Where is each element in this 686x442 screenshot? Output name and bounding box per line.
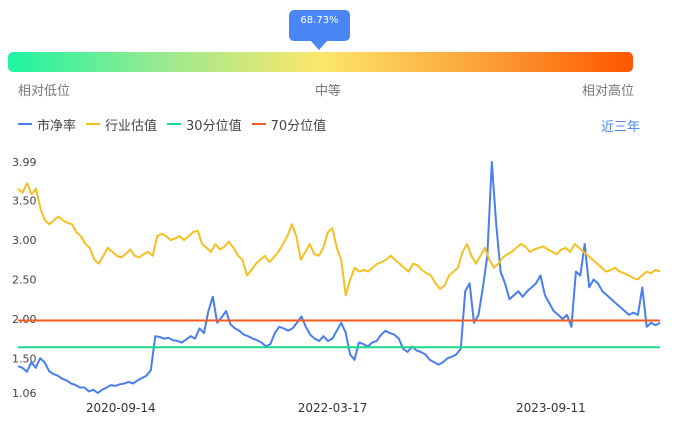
x-tick-label: 2023-09-11 bbox=[516, 401, 586, 415]
y-tick-label: 2.00 bbox=[12, 313, 37, 326]
legend-item-p70[interactable]: 70分位值 bbox=[251, 115, 327, 134]
x-tick-label: 2022-03-17 bbox=[298, 401, 368, 415]
y-tick-label: 2.50 bbox=[12, 273, 37, 286]
y-tick-label: 3.00 bbox=[12, 234, 37, 247]
legend-label-p30: 30分位值 bbox=[186, 118, 242, 134]
legend-label-p70: 70分位值 bbox=[270, 118, 327, 134]
legend-swatch-p70 bbox=[251, 123, 266, 125]
y-tick-label: 3.50 bbox=[12, 195, 37, 208]
percentile-bubble: 68.73% bbox=[289, 10, 350, 50]
legend-swatch-p30 bbox=[167, 123, 182, 125]
legend-item-pb[interactable]: 市净率 bbox=[18, 115, 76, 134]
scale-mid-label: 中等 bbox=[315, 84, 342, 99]
scale-high-label: 相对高位 bbox=[582, 84, 635, 99]
legend-label-industry: 行业估值 bbox=[105, 118, 158, 134]
percentile-gradient-bar bbox=[8, 52, 633, 72]
legend-swatch-pb bbox=[18, 123, 32, 125]
legend-swatch-industry bbox=[86, 123, 101, 125]
series-line-0 bbox=[17, 161, 661, 394]
percentile-label: 68.73% bbox=[300, 15, 339, 26]
legend-item-p30[interactable]: 30分位值 bbox=[167, 115, 242, 134]
valuation-gauge: 68.73% 相对低位 中等 相对高位 bbox=[0, 0, 686, 100]
legend-label-pb: 市净率 bbox=[37, 118, 77, 134]
chart-legend: 市净率 行业估值 30分位值 70分位值 bbox=[18, 114, 336, 134]
y-tick-label: 3.99 bbox=[12, 156, 37, 169]
scale-low-label: 相对低位 bbox=[18, 84, 71, 99]
series-line-1 bbox=[17, 182, 661, 297]
legend-item-industry[interactable]: 行业估值 bbox=[86, 115, 157, 134]
x-tick-label: 2020-09-14 bbox=[86, 401, 156, 415]
y-tick-label: 1.06 bbox=[12, 387, 37, 400]
range-selector-link[interactable]: 近三年 bbox=[600, 120, 640, 135]
